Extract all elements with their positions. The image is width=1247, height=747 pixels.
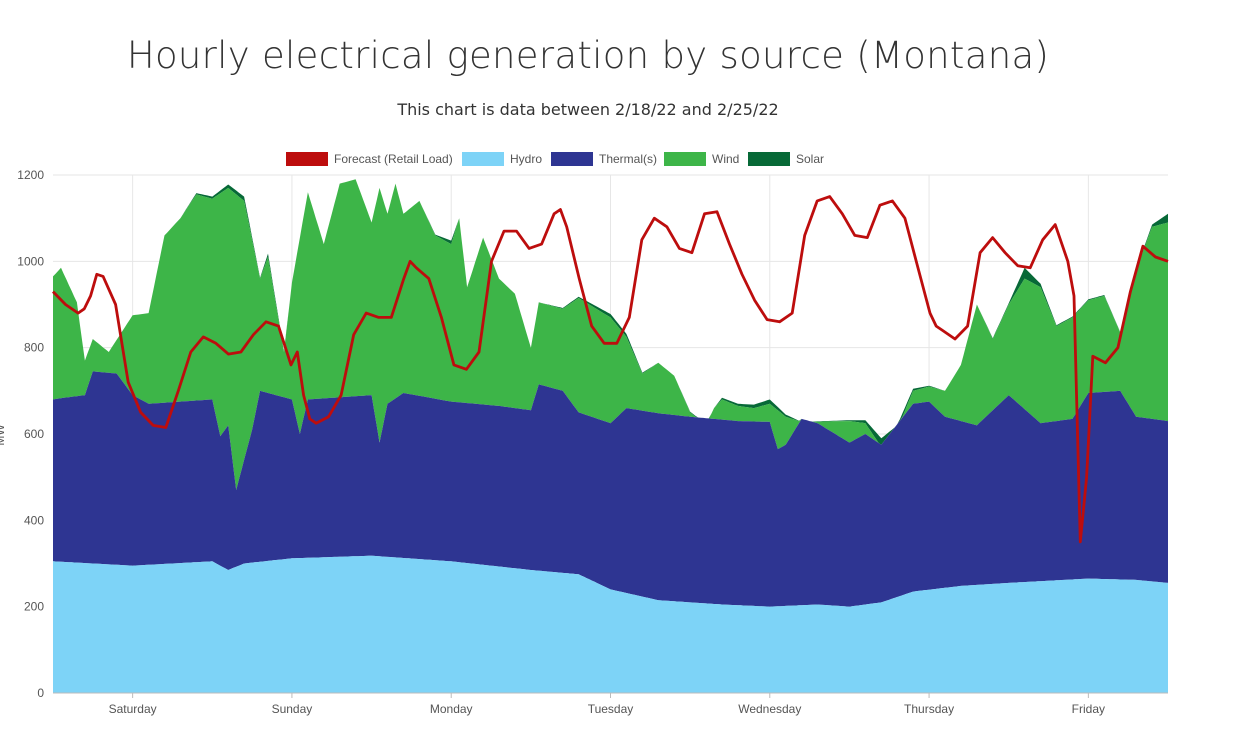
y-tick-label: 800 <box>24 341 44 355</box>
area-wind <box>53 179 1168 491</box>
legend-item[interactable]: Forecast (Retail Load) <box>286 152 453 166</box>
legend-label: Wind <box>712 152 739 166</box>
legend-label: Forecast (Retail Load) <box>334 152 453 166</box>
legend-label: Hydro <box>510 152 542 166</box>
x-tick-label: Friday <box>1072 702 1105 716</box>
legend-item[interactable]: Solar <box>748 152 824 166</box>
y-tick-label: 0 <box>37 686 44 700</box>
y-tick-label: 1200 <box>17 168 44 182</box>
x-tick-label: Saturday <box>109 702 157 716</box>
chart-title: Hourly electrical generation by source (… <box>126 34 1050 77</box>
area-thermal <box>53 371 1168 607</box>
forecast-line-layer <box>51 195 1169 544</box>
legend-item[interactable]: Wind <box>664 152 739 166</box>
x-tick-label: Wednesday <box>738 702 801 716</box>
axes: 0 200 400 600 800 1000 1200 Saturday Sunday Monda… <box>17 168 1168 716</box>
legend-swatch <box>748 152 790 166</box>
area-hydro <box>53 555 1168 693</box>
y-tick-label: 400 <box>24 513 44 527</box>
x-tick-label: Sunday <box>272 702 313 716</box>
legend-swatch <box>551 152 593 166</box>
y-axis-label: MW <box>0 424 7 446</box>
y-tick-label: 1000 <box>17 254 44 268</box>
x-tick-label: Monday <box>430 702 473 716</box>
legend-item[interactable]: Hydro <box>462 152 542 166</box>
legend: Forecast (Retail Load) Hydro Thermal(s) Win… <box>286 152 824 166</box>
forecast-line <box>51 195 1169 544</box>
y-tick-label: 200 <box>24 600 44 614</box>
stacked-areas <box>53 179 1168 693</box>
legend-label: Solar <box>796 152 824 166</box>
legend-swatch <box>664 152 706 166</box>
legend-swatch <box>286 152 328 166</box>
x-tick-label: Thursday <box>904 702 954 716</box>
legend-swatch <box>462 152 504 166</box>
chart-subtitle: This chart is data between 2/18/22 and 2… <box>397 100 779 119</box>
y-tick-label: 600 <box>24 427 44 441</box>
x-tick-label: Tuesday <box>588 702 634 716</box>
legend-item[interactable]: Thermal(s) <box>551 152 657 166</box>
legend-label: Thermal(s) <box>599 152 657 166</box>
